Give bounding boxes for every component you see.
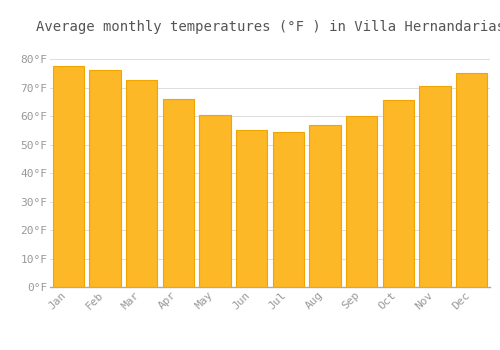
Bar <box>310 125 340 287</box>
Bar <box>456 74 487 287</box>
Bar <box>200 115 230 287</box>
Bar <box>420 86 450 287</box>
Bar <box>346 116 378 287</box>
Bar <box>382 100 414 287</box>
Bar <box>126 80 157 287</box>
Title: Average monthly temperatures (°F ) in Villa Hernandarias: Average monthly temperatures (°F ) in Vi… <box>36 20 500 34</box>
Bar <box>53 66 84 287</box>
Bar <box>163 99 194 287</box>
Bar <box>90 70 120 287</box>
Bar <box>236 130 267 287</box>
Bar <box>273 132 304 287</box>
